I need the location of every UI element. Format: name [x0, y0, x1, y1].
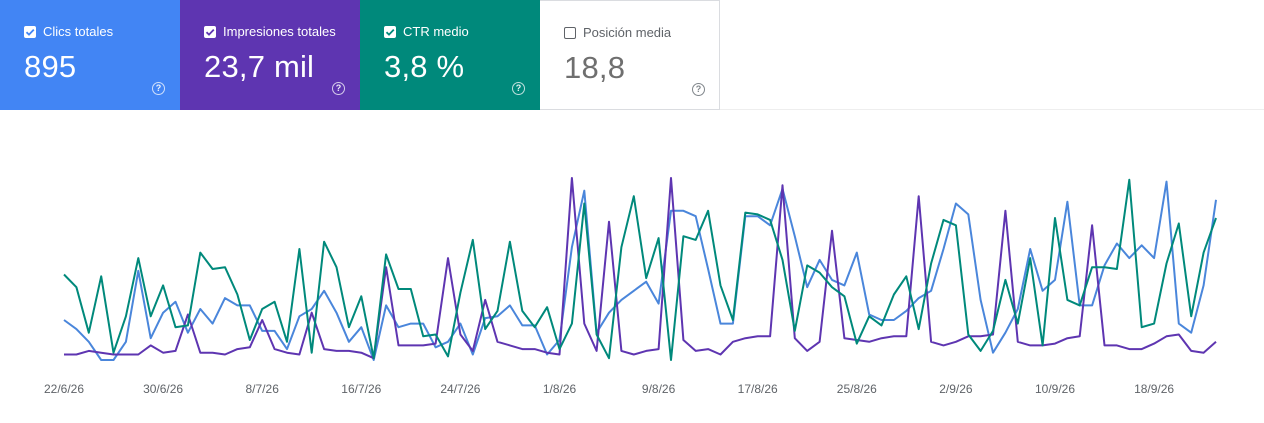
x-tick-label: 9/8/26 — [642, 382, 676, 396]
card-ctr-value: 3,8 % — [384, 49, 465, 84]
card-clicks[interactable]: Clics totales 895 ? — [0, 0, 180, 110]
x-tick-label: 8/7/26 — [246, 382, 280, 396]
series-line-0 — [63, 180, 1217, 361]
x-tick-label: 22/6/26 — [44, 382, 84, 396]
x-tick-label: 30/6/26 — [143, 382, 183, 396]
card-position-value: 18,8 — [564, 50, 626, 85]
card-impressions[interactable]: Impresiones totales 23,7 mil ? — [180, 0, 360, 110]
x-tick-label: 17/8/26 — [738, 382, 778, 396]
x-tick-label: 1/8/26 — [543, 382, 577, 396]
card-impressions-value: 23,7 mil — [204, 49, 315, 84]
series-line-2 — [63, 178, 1217, 361]
card-position-label: Posición media — [583, 25, 672, 40]
card-clicks-value: 895 — [24, 49, 77, 84]
checkbox-clicks-icon[interactable] — [24, 26, 36, 38]
x-tick-label: 24/7/26 — [440, 382, 480, 396]
help-icon[interactable]: ? — [512, 82, 525, 95]
card-impressions-label: Impresiones totales — [223, 24, 336, 39]
x-tick-label: 25/8/26 — [837, 382, 877, 396]
x-tick-label: 2/9/26 — [939, 382, 973, 396]
help-icon[interactable]: ? — [332, 82, 345, 95]
card-clicks-label: Clics totales — [43, 24, 114, 39]
help-icon[interactable]: ? — [692, 83, 705, 96]
checkbox-position-icon[interactable] — [564, 27, 576, 39]
x-tick-label: 10/9/26 — [1035, 382, 1075, 396]
checkbox-ctr-icon[interactable] — [384, 26, 396, 38]
metric-cards: Clics totales 895 ? Impresiones totales … — [0, 0, 720, 110]
checkbox-impressions-icon[interactable] — [204, 26, 216, 38]
help-icon[interactable]: ? — [152, 82, 165, 95]
header-spacer — [720, 0, 1264, 110]
card-ctr-label: CTR medio — [403, 24, 469, 39]
x-tick-label: 16/7/26 — [341, 382, 381, 396]
card-position[interactable]: Posición media 18,8 ? — [540, 0, 720, 110]
performance-chart: 22/6/26 30/6/26 8/7/26 16/7/26 24/7/26 1/8/26… — [44, 177, 1217, 396]
card-ctr[interactable]: CTR medio 3,8 % ? — [360, 0, 540, 110]
series-line-1 — [64, 177, 1217, 360]
x-tick-label: 18/9/26 — [1134, 382, 1174, 396]
